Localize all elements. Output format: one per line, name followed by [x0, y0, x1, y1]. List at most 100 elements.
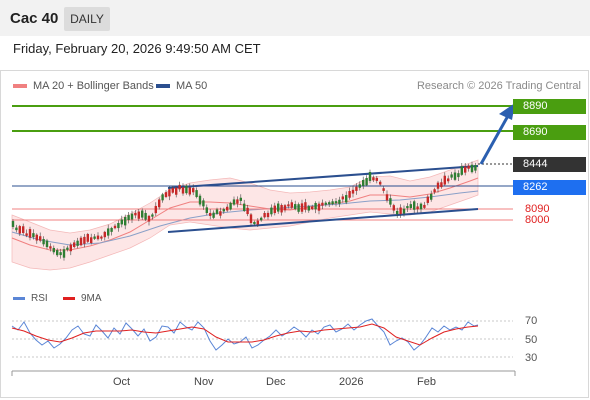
candle-body	[164, 192, 168, 197]
candle-body	[423, 204, 426, 208]
candle-body	[56, 250, 59, 256]
candle-body	[290, 202, 293, 208]
candle-body	[219, 211, 222, 216]
candle-body	[151, 214, 154, 217]
candle-body	[195, 190, 198, 198]
candle-body	[351, 189, 355, 194]
candle-body	[328, 202, 331, 205]
candle-body	[83, 236, 86, 244]
candle-body	[226, 206, 229, 211]
candle-body	[171, 187, 174, 193]
candle-body	[243, 203, 246, 211]
candle-body	[35, 234, 38, 241]
candle-body	[32, 233, 35, 238]
candle-body	[212, 212, 215, 218]
rsi-level-label-50: 50	[525, 334, 538, 346]
candle-body	[110, 227, 113, 232]
candle-body	[76, 240, 79, 246]
candle-body	[460, 166, 463, 175]
candle-body	[266, 212, 270, 218]
candle-body	[52, 247, 55, 253]
candle-body	[457, 173, 460, 178]
candle-body	[277, 203, 280, 212]
candle-body	[239, 197, 242, 201]
candle-body	[355, 186, 358, 191]
candle-body	[158, 199, 161, 208]
level-label-8000: 8000	[525, 214, 550, 226]
candle-body	[253, 221, 256, 225]
candle-body	[25, 233, 28, 236]
level-tag-8690: 8690	[513, 125, 586, 140]
candle-body	[229, 202, 232, 210]
candle-body	[117, 223, 120, 229]
candle-body	[86, 233, 89, 242]
rsi-ma-swatch	[63, 296, 75, 300]
candle-body	[11, 221, 15, 227]
candle-body	[416, 206, 419, 210]
timeframe-button[interactable]: DAILY	[64, 7, 110, 31]
candle-body	[42, 238, 45, 245]
candle-body	[443, 175, 446, 185]
candle-body	[419, 203, 423, 210]
candle-body	[127, 215, 130, 220]
level-tag-8890: 8890	[513, 99, 586, 114]
candle-body	[168, 189, 171, 197]
candle-body	[392, 205, 395, 211]
candle-body	[348, 191, 351, 198]
candle-body	[399, 207, 402, 215]
rsi-line	[11, 318, 479, 351]
candle-body	[464, 166, 467, 173]
candle-body	[372, 177, 375, 181]
candle-body	[124, 217, 127, 226]
rsi-level-label-30: 30	[525, 352, 538, 364]
month-label-dec: Dec	[266, 376, 286, 388]
chart-panel	[0, 70, 589, 398]
candle-body	[385, 194, 389, 201]
month-label-2026: 2026	[339, 376, 364, 388]
candle-body	[307, 206, 310, 211]
candle-body	[222, 209, 225, 212]
ma50-swatch	[156, 84, 170, 89]
legend-label-bollinger: MA 20 + Bollinger Bands	[33, 80, 154, 92]
candle-body	[314, 202, 317, 210]
candle-body	[198, 195, 202, 205]
candle-body	[120, 219, 123, 225]
candle-body	[304, 202, 307, 210]
rsi-level-label-70: 70	[525, 315, 538, 327]
legend-label-ma50: MA 50	[176, 80, 208, 92]
candle-body	[270, 207, 273, 215]
rsi-ma-line	[11, 323, 479, 346]
candle-body	[280, 204, 283, 213]
candle-body	[178, 184, 181, 190]
timestamp: Friday, February 20, 2026 9:49:50 AM CET	[13, 41, 261, 56]
candle-body	[113, 225, 117, 229]
candle-body	[331, 201, 334, 205]
candle-body	[49, 246, 52, 249]
ma50-line	[11, 190, 479, 246]
candle-body	[130, 213, 134, 220]
rsi-legend-label: RSI	[31, 293, 48, 304]
candle-body	[28, 229, 32, 238]
candle-body	[436, 182, 440, 189]
candle-body	[406, 206, 409, 209]
candle-body	[22, 226, 25, 233]
candle-body	[236, 199, 239, 204]
candle-body	[246, 207, 249, 215]
candle-body	[341, 196, 344, 200]
candle-body	[260, 217, 263, 221]
candle-body	[93, 236, 96, 239]
header-bar: Cac 40 DAILY	[0, 0, 590, 36]
candle-body	[368, 171, 372, 181]
candle-body	[334, 201, 338, 204]
candle-body	[205, 207, 208, 214]
candle-body	[358, 184, 361, 188]
candle-body	[215, 209, 219, 214]
candle-body	[59, 252, 62, 256]
candle-body	[375, 177, 378, 181]
level-label-8090: 8090	[525, 203, 550, 215]
candle-body	[69, 244, 72, 252]
month-label-nov: Nov	[194, 376, 214, 388]
candle-body	[362, 179, 365, 186]
candle-body	[232, 199, 236, 205]
